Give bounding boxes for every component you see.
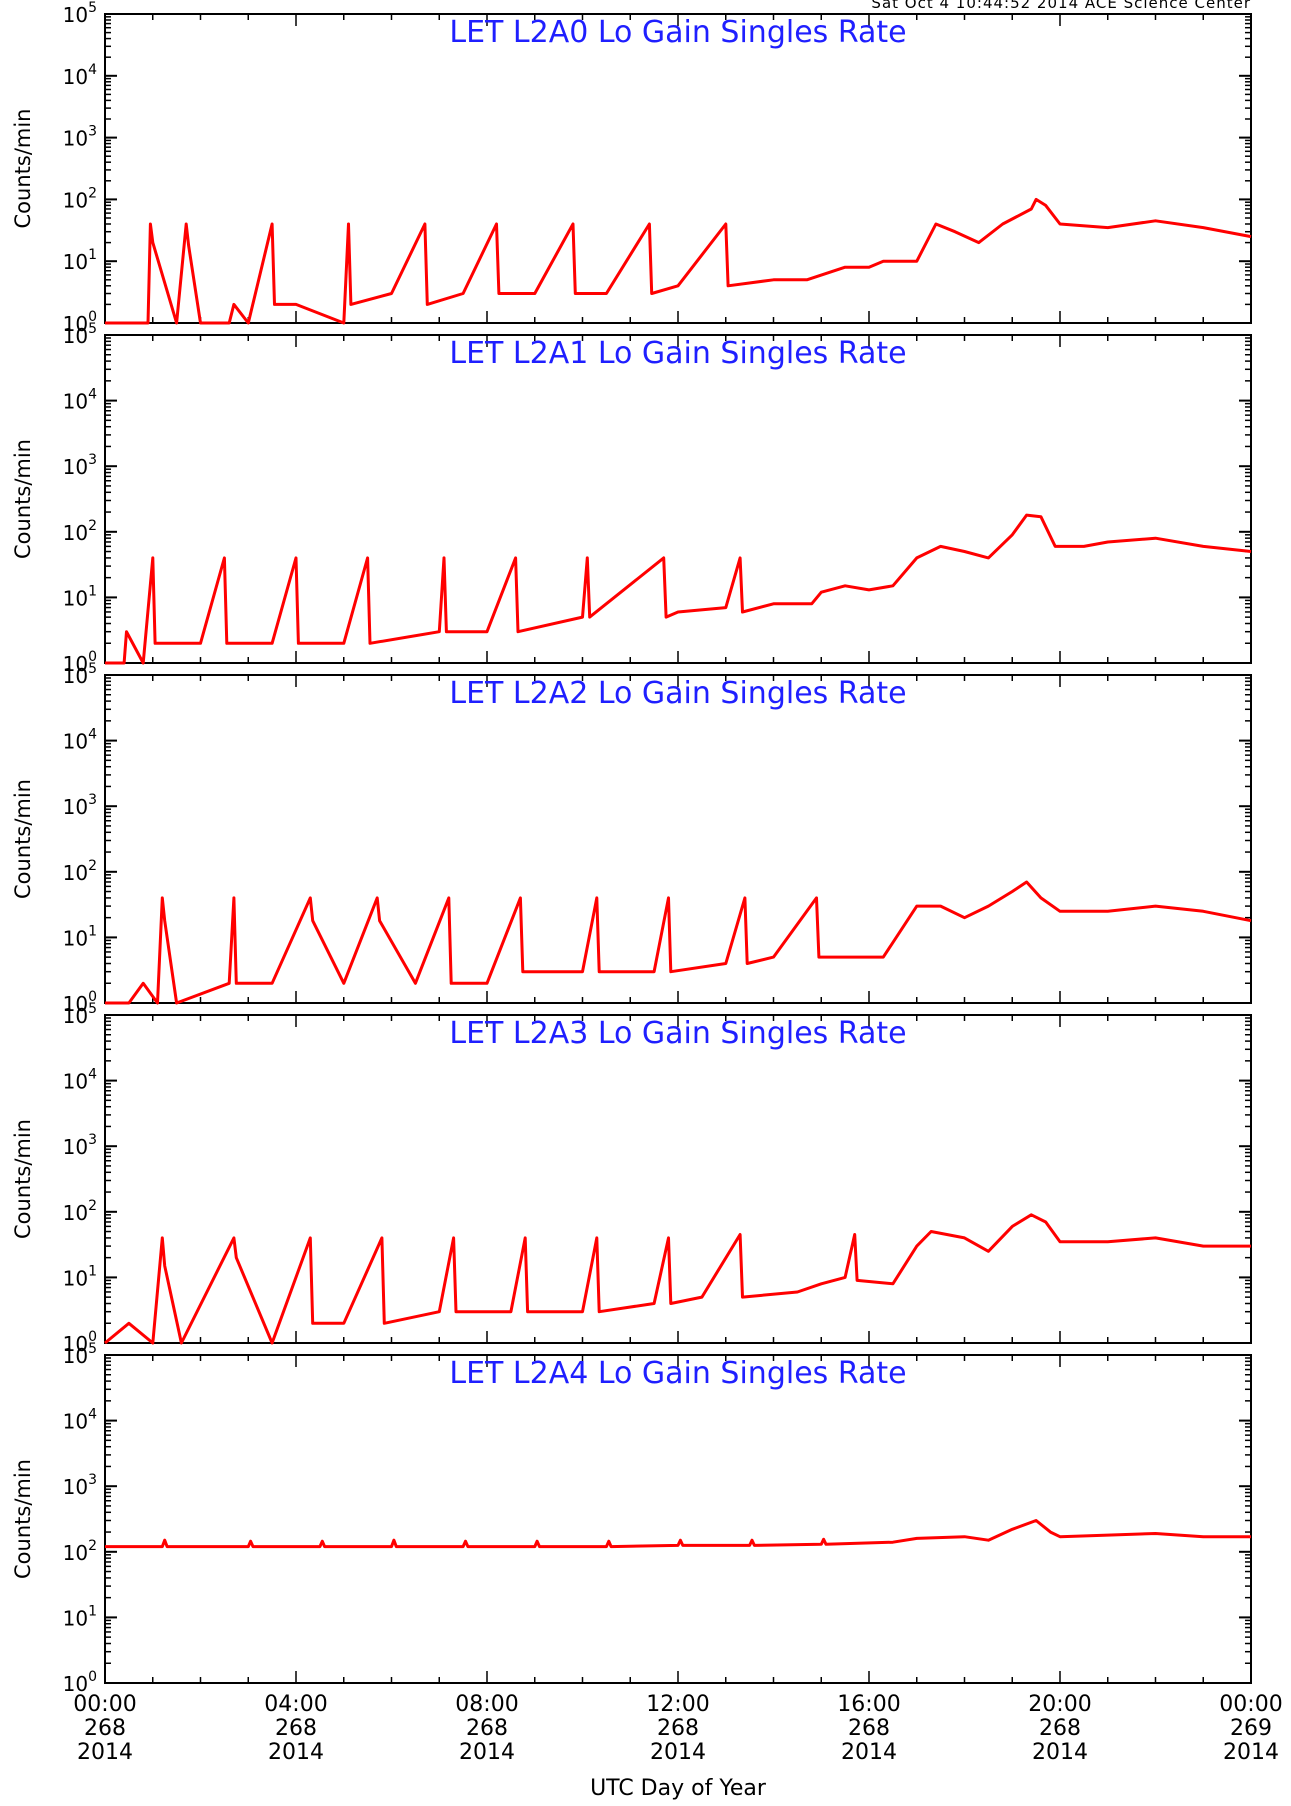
x-axis-title: UTC Day of Year: [590, 1776, 767, 1801]
panel-title: LET L2A2 Lo Gain Singles Rate: [449, 676, 906, 711]
y-tick-label: 105: [63, 1341, 97, 1368]
plot-frame-0: [104, 13, 1252, 324]
x-tick-time: 04:00: [264, 1692, 327, 1717]
y-tick-label: 104: [63, 1067, 97, 1094]
y-tick-label: 103: [63, 124, 97, 151]
plot-frame-3: [104, 1014, 1252, 1344]
y-tick-label: 102: [63, 185, 97, 212]
x-tick-year: 2014: [268, 1740, 324, 1765]
x-tick-time: 20:00: [1028, 1692, 1091, 1717]
x-tick-time: 12:00: [646, 1692, 709, 1717]
y-tick-label: 103: [63, 452, 97, 479]
x-tick-doy: 268: [1039, 1716, 1081, 1741]
plot-frame-4: [104, 1354, 1252, 1684]
x-tick-doy: 268: [466, 1716, 508, 1741]
y-axis-label: Counts/min: [11, 779, 35, 899]
plot-frame-2: [104, 674, 1252, 1004]
y-tick-label: 105: [63, 1001, 97, 1028]
x-tick-doy: 269: [1230, 1716, 1272, 1741]
series-line-0-0: [105, 197, 1252, 325]
y-tick-label: 105: [63, 0, 97, 27]
x-tick-doy: 268: [84, 1716, 126, 1741]
y-axis-label: Counts/min: [11, 1119, 35, 1239]
panel-title: LET L2A4 Lo Gain Singles Rate: [449, 1356, 906, 1391]
y-tick-label: 101: [63, 923, 97, 950]
panel-title: LET L2A0 Lo Gain Singles Rate: [449, 15, 906, 50]
x-tick-time: 00:00: [73, 1692, 136, 1717]
x-tick-doy: 268: [657, 1716, 699, 1741]
y-axis-label: Counts/min: [11, 1459, 35, 1579]
series-line-2-0: [105, 880, 1252, 1005]
y-tick-label: 100: [63, 649, 97, 676]
y-tick-label: 103: [63, 792, 97, 819]
series-line-4-0: [105, 1519, 1251, 1549]
timestamp-header: Sat Oct 4 10:44:52 2014 ACE Science Cent…: [871, 0, 1251, 12]
y-tick-label: 104: [63, 387, 97, 414]
y-tick-label: 105: [63, 321, 97, 348]
plot-frame-1: [104, 334, 1252, 664]
series-line-1-0: [105, 513, 1252, 665]
x-tick-time: 16:00: [837, 1692, 900, 1717]
y-tick-label: 102: [63, 858, 97, 885]
x-tick-time: 08:00: [455, 1692, 518, 1717]
y-tick-label: 105: [63, 661, 97, 688]
y-tick-label: 104: [63, 62, 97, 89]
x-tick-year: 2014: [841, 1740, 897, 1765]
x-tick-year: 2014: [459, 1740, 515, 1765]
x-tick-year: 2014: [1223, 1740, 1279, 1765]
y-axis-label: Counts/min: [11, 109, 35, 229]
panel-title: LET L2A1 Lo Gain Singles Rate: [449, 336, 906, 371]
y-tick-label: 104: [63, 727, 97, 754]
y-tick-label: 103: [63, 1472, 97, 1499]
x-tick-year: 2014: [77, 1740, 133, 1765]
y-tick-label: 101: [63, 1263, 97, 1290]
y-tick-label: 102: [63, 1198, 97, 1225]
x-tick-year: 2014: [1032, 1740, 1088, 1765]
x-tick-year: 2014: [650, 1740, 706, 1765]
panel-title: LET L2A3 Lo Gain Singles Rate: [449, 1016, 906, 1051]
x-tick-time: 00:00: [1219, 1692, 1282, 1717]
y-tick-label: 102: [63, 518, 97, 545]
y-tick-label: 101: [63, 247, 97, 274]
y-tick-label: 102: [63, 1538, 97, 1565]
y-axis-label: Counts/min: [11, 439, 35, 559]
y-tick-label: 103: [63, 1132, 97, 1159]
series-line-3-0: [104, 1213, 1251, 1345]
x-tick-doy: 268: [275, 1716, 317, 1741]
y-tick-label: 101: [63, 1603, 97, 1630]
y-tick-label: 101: [63, 583, 97, 610]
x-tick-doy: 268: [848, 1716, 890, 1741]
y-tick-label: 104: [63, 1407, 97, 1434]
